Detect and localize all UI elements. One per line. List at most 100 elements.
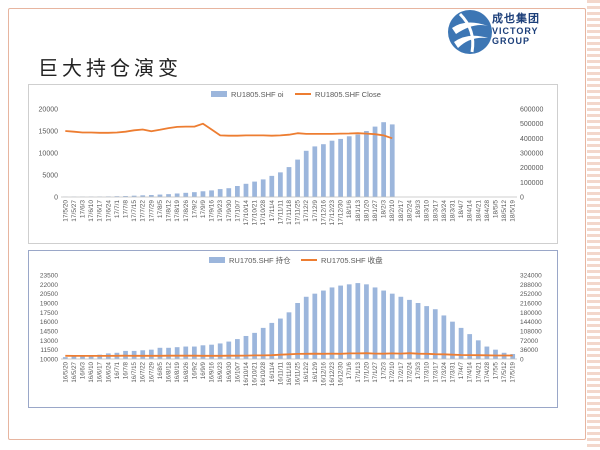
bar xyxy=(407,299,412,359)
x-tick-label: 17/7/1 xyxy=(114,200,121,218)
x-tick-label: 17/11/25 xyxy=(295,200,302,225)
logo-en-2: GROUP xyxy=(492,36,531,46)
bar xyxy=(183,192,189,197)
x-tick-label: 16/9/23 xyxy=(217,361,224,382)
x-tick-label: 17/9/2 xyxy=(191,200,198,218)
bar xyxy=(458,327,464,359)
bar xyxy=(123,196,128,197)
x-tick-label: 17/4/28 xyxy=(484,361,491,382)
legend-swatch-bar xyxy=(209,257,225,263)
x-tick-label: 18/4/7 xyxy=(458,200,465,218)
bar xyxy=(62,357,68,359)
y-right-tick-label: 288000 xyxy=(520,282,542,289)
x-tick-label: 16/10/7 xyxy=(234,361,241,382)
bar xyxy=(389,124,395,197)
bar xyxy=(157,347,163,359)
bar xyxy=(415,303,421,359)
bar xyxy=(321,144,326,197)
x-tick-label: 17/3/24 xyxy=(441,361,448,382)
x-tick-label: 16/8/26 xyxy=(183,361,190,382)
bar xyxy=(200,345,206,359)
bar xyxy=(346,136,352,197)
chart-ru1705-svg: RU1705.SHF 持仓 RU1705.SHF 收盘 10000 11500 1300… xyxy=(40,255,542,386)
bar xyxy=(510,354,516,359)
bar xyxy=(148,195,154,197)
bar xyxy=(209,190,214,197)
bar xyxy=(381,290,387,359)
x-tick-label: 17/9/23 xyxy=(217,200,224,222)
bar xyxy=(278,318,283,359)
y-right-tick-label: 216000 xyxy=(520,301,542,308)
bar xyxy=(329,287,335,359)
y-left-tick-label: 10000 xyxy=(40,357,58,364)
x-tick-label: 16/9/9 xyxy=(200,361,207,379)
x-tick-label: 16/10/28 xyxy=(260,361,267,386)
decorative-stripe xyxy=(587,0,600,450)
bar xyxy=(329,140,335,197)
logo-en-1: VICTORY xyxy=(492,26,539,36)
line-series xyxy=(65,122,393,140)
bar xyxy=(140,350,146,359)
x-tick-label: 18/3/10 xyxy=(424,200,431,222)
bar xyxy=(295,159,300,197)
x-tick-label: 17/1/20 xyxy=(363,361,370,382)
bar xyxy=(493,349,498,359)
x-tick-label: 16/8/5 xyxy=(157,361,164,379)
bar xyxy=(441,315,447,359)
legend-label-bar: RU1705.SHF 持仓 xyxy=(229,255,291,265)
y-right-tick-label: 72000 xyxy=(520,338,538,345)
bar xyxy=(269,322,275,359)
x-tick-label: 17/12/2 xyxy=(303,200,310,222)
bar xyxy=(71,356,77,359)
x-tick-label: 17/5/27 xyxy=(71,200,78,222)
bar xyxy=(381,122,387,197)
bar xyxy=(312,293,318,359)
x-tick-label: 17/6/3 xyxy=(80,200,87,218)
y-left-tick-label: 20000 xyxy=(39,107,59,114)
bar xyxy=(450,321,455,359)
x-tick-label: 17/1/13 xyxy=(355,361,362,382)
x-tick-label: 16/7/22 xyxy=(140,361,147,382)
x-tick-label: 17/1/6 xyxy=(346,361,353,379)
x-tick-label: 16/6/3 xyxy=(80,361,87,379)
x-tick-label: 16/12/2 xyxy=(303,361,310,382)
y-left-tick-label: 13000 xyxy=(40,338,58,345)
y-left-tick-label: 0 xyxy=(54,195,58,202)
bar xyxy=(278,172,283,197)
chart-ru1805-svg: RU1805.SHF oi RU1805.SHF Close 0 5000 10000 1… xyxy=(39,90,544,226)
x-tick-label: 17/2/24 xyxy=(406,361,413,382)
x-tick-label: 17/7/29 xyxy=(148,200,155,222)
slide-title: 巨大持仓演变 xyxy=(38,56,182,80)
y-right-tick-label: 500000 xyxy=(520,121,543,128)
bar xyxy=(252,332,257,359)
x-tick-label: 16/6/10 xyxy=(88,361,95,382)
x-tick-label: 17/7/22 xyxy=(140,200,147,222)
x-tick-label: 17/9/30 xyxy=(226,200,233,222)
x-tick-label: 18/5/12 xyxy=(501,200,508,222)
x-tick-label: 18/4/28 xyxy=(484,200,491,222)
x-tick-label: 18/1/6 xyxy=(346,200,353,218)
x-tick-label: 16/12/9 xyxy=(312,361,319,382)
x-tick-label: 18/4/14 xyxy=(467,200,474,222)
x-tick-label: 17/3/31 xyxy=(449,361,456,382)
x-tick-label: 17/5/5 xyxy=(492,361,499,379)
x-tick-label: 16/11/4 xyxy=(269,361,276,382)
x-tick-label: 17/6/10 xyxy=(88,200,95,222)
bar xyxy=(243,335,249,359)
bar xyxy=(157,194,163,197)
x-tick-label: 16/9/16 xyxy=(209,361,216,382)
x-tick-label: 17/11/11 xyxy=(277,200,284,225)
legend-swatch-bar xyxy=(211,91,227,97)
y-right-tick-label: 0 xyxy=(520,357,524,364)
x-tick-label: 18/1/27 xyxy=(372,200,379,222)
x-tick-label: 17/12/23 xyxy=(329,200,336,226)
bar xyxy=(364,284,369,359)
bar xyxy=(88,355,94,359)
bar xyxy=(312,146,318,197)
x-tick-label: 16/12/30 xyxy=(338,361,345,386)
bar xyxy=(226,188,232,197)
x-tick-label: 16/6/24 xyxy=(105,361,112,382)
x-tick-label: 17/8/19 xyxy=(174,200,181,222)
bar xyxy=(226,341,232,359)
bar xyxy=(338,285,343,359)
